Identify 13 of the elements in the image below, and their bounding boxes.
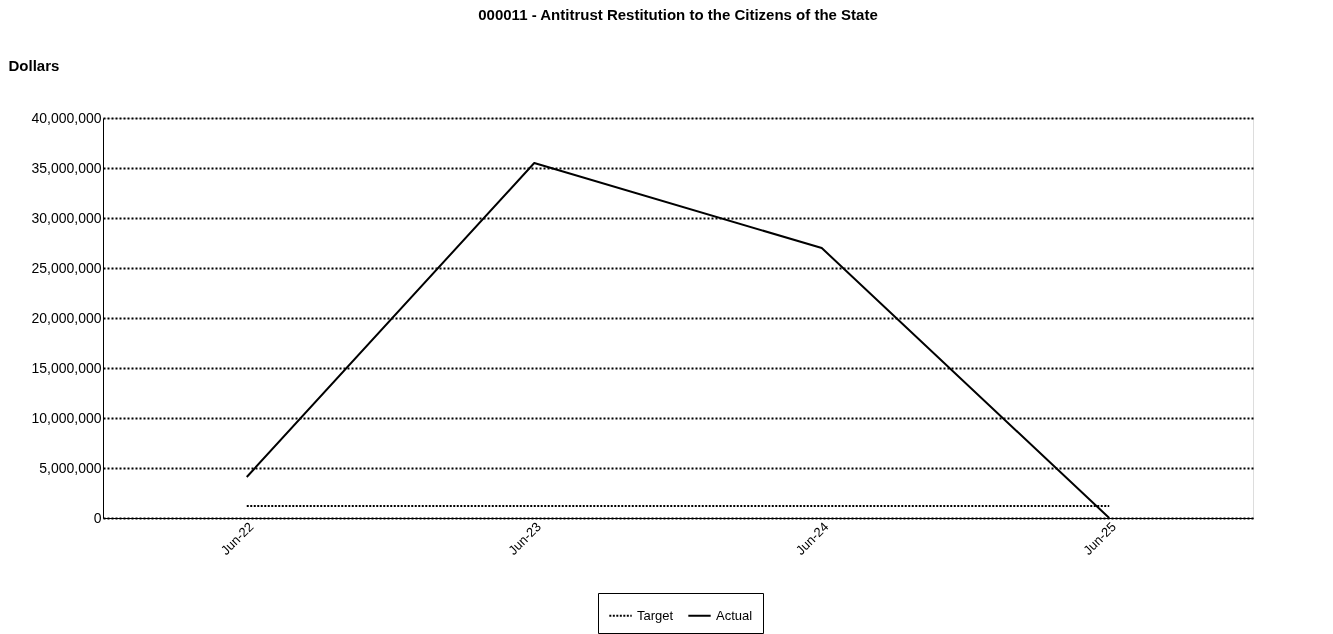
y-tick-label: 20,000,000 <box>31 309 102 326</box>
legend-label: Target <box>637 607 674 623</box>
y-tick-label: 35,000,000 <box>31 159 102 176</box>
legend-label: Actual <box>716 607 753 623</box>
y-tick-label: 15,000,000 <box>31 359 102 376</box>
chart-title: 000011 - Antitrust Restitution to the Citizens of the State <box>478 6 878 23</box>
y-axis-title: Dollars <box>8 56 60 74</box>
y-tick-label: 30,000,000 <box>31 209 102 226</box>
y-tick-label: 10,000,000 <box>31 409 102 426</box>
y-tick-label: 25,000,000 <box>31 259 102 276</box>
y-tick-label: 5,000,000 <box>39 459 102 476</box>
y-tick-label: 40,000,000 <box>31 109 102 126</box>
y-tick-label: 0 <box>93 509 102 526</box>
